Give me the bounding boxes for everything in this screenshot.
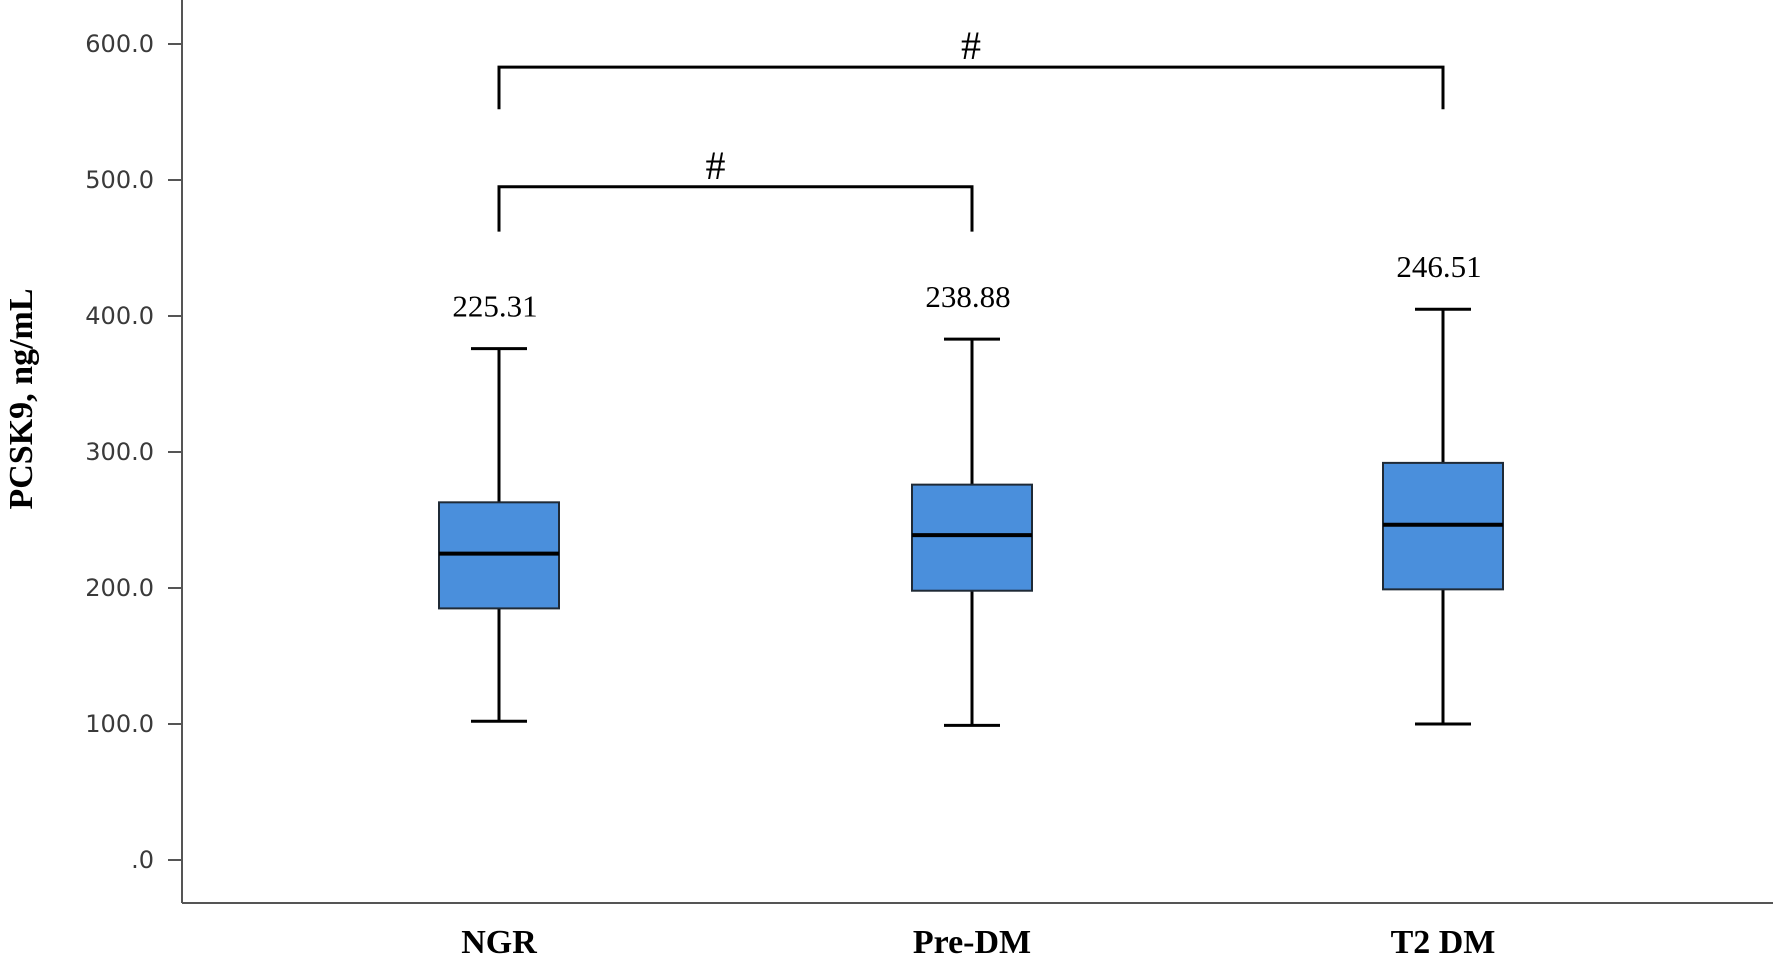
y-tick-label: 500.0 (85, 166, 154, 194)
significance-bracket: # (497, 23, 1445, 110)
axes (181, 0, 1773, 904)
box-group: 225.31 (438, 289, 560, 723)
y-tick-label: 100.0 (85, 710, 154, 738)
box-group: 238.88 (911, 279, 1033, 727)
y-tick-label: 400.0 (85, 302, 154, 330)
boxes: 225.31 238.88 246.51 (438, 249, 1504, 727)
y-tick-label: 600.0 (85, 30, 154, 58)
x-category-label: NGR (461, 924, 537, 961)
x-category-label: Pre-DM (913, 924, 1031, 961)
y-ticks: .0 100.0 200.0 300.0 400.0 500.0 600.0 (85, 30, 182, 874)
category-labels: NGR Pre-DM T2 DM (461, 924, 1495, 961)
y-tick-label: .0 (131, 846, 154, 874)
significance-marker: # (706, 143, 726, 188)
box-group: 246.51 (1382, 249, 1504, 726)
iqr-box (911, 483, 1033, 592)
median-value-label: 225.31 (452, 289, 537, 324)
significance-bracket: # (497, 143, 974, 232)
bracket-line (497, 185, 974, 232)
y-tick-label: 300.0 (85, 438, 154, 466)
x-category-label: T2 DM (1391, 924, 1496, 961)
median-value-label: 238.88 (925, 279, 1010, 314)
significance-marker: # (961, 23, 981, 68)
significance-brackets: ## (497, 23, 1445, 232)
bracket-line (497, 65, 1445, 110)
y-axis-label: PCSK9, ng/mL (3, 288, 40, 509)
median-value-label: 246.51 (1396, 249, 1481, 284)
y-tick-label: 200.0 (85, 574, 154, 602)
